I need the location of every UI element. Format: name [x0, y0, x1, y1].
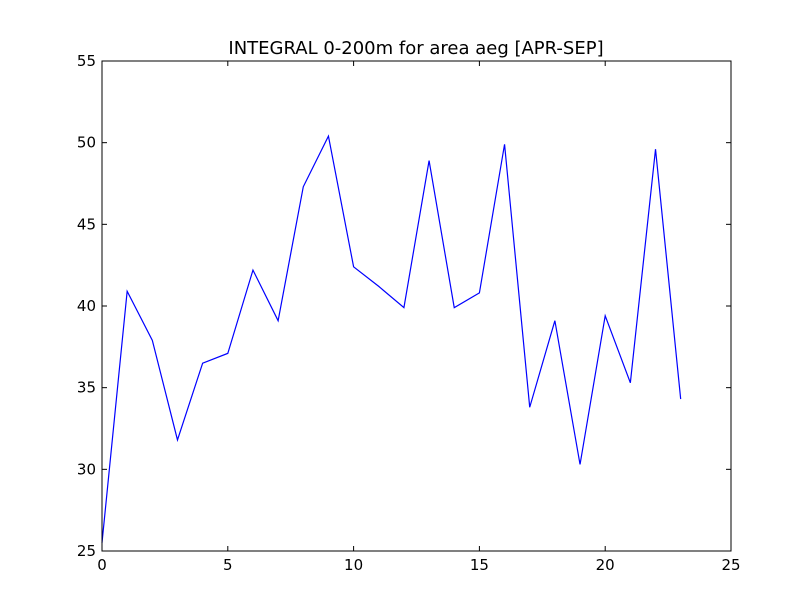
y-tick-label: 30	[77, 460, 96, 478]
y-tick-label: 50	[77, 134, 96, 152]
x-tick-label: 5	[223, 556, 233, 574]
x-tick-label: 15	[470, 556, 489, 574]
y-tick-label: 35	[77, 379, 96, 397]
y-tick-label: 25	[77, 542, 96, 560]
series-line-0	[101, 134, 682, 543]
plot-area: 0 5 10 15 20 25 25 30 35 40 45 50 55	[77, 52, 741, 574]
y-tick-label: 40	[77, 297, 96, 315]
plot-frame	[101, 60, 732, 552]
chart-title: INTEGRAL 0-200m for area aeg [APR-SEP]	[228, 38, 603, 59]
x-tick-label: 10	[344, 556, 363, 574]
y-tick-label: 45	[77, 215, 96, 233]
x-tick-label: 25	[721, 556, 740, 574]
y-tick-label: 55	[77, 52, 96, 70]
x-tick-label: 20	[596, 556, 615, 574]
x-tick-label: 0	[97, 556, 107, 574]
